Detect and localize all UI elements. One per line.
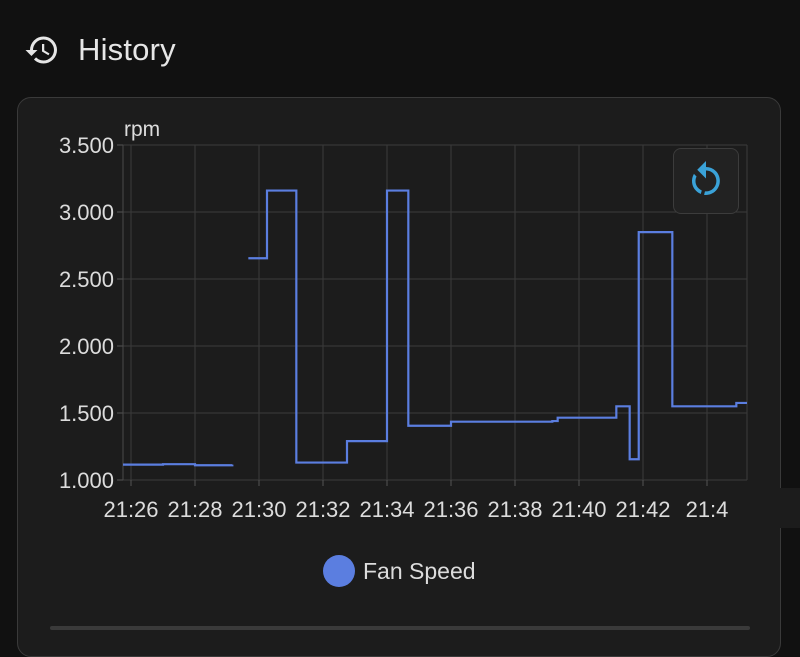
- legend-label: Fan Speed: [363, 557, 476, 584]
- series-line-fan-speed: [123, 463, 234, 467]
- x-tick-label: 21:30: [231, 497, 286, 522]
- x-tick-label: 21:26: [103, 497, 158, 522]
- x-tick-label: 21:32: [295, 497, 350, 522]
- y-tick-label: 2.500: [59, 267, 114, 292]
- x-tick-label: 21:36: [423, 497, 478, 522]
- history-icon: [24, 32, 60, 68]
- legend-swatch: [323, 555, 355, 587]
- y-tick-label: 1.000: [59, 468, 114, 493]
- x-tick-label: 21:4: [686, 497, 729, 522]
- x-tick-label: 21:38: [487, 497, 542, 522]
- reload-button[interactable]: [673, 148, 739, 214]
- card-header: History: [24, 26, 176, 74]
- y-tick-label: 1.500: [59, 401, 114, 426]
- history-chart: 1.000 1.500 2.000 2.500 3.000 3.500 21:26 21:28…: [59, 118, 800, 528]
- x-tick-label: 21:34: [359, 497, 414, 522]
- y-tick-label: 3.500: [59, 133, 114, 158]
- series-line-fan-speed: [248, 189, 747, 464]
- x-label-mask: [748, 488, 800, 528]
- y-axis-label: rpm: [124, 118, 160, 141]
- x-tick-label: 21:28: [167, 497, 222, 522]
- card-divider: [50, 626, 750, 630]
- x-tick-label: 21:42: [615, 497, 670, 522]
- page-title: History: [78, 32, 176, 67]
- x-tick-label: 21:40: [551, 497, 606, 522]
- y-tick-label: 2.000: [59, 334, 114, 359]
- legend-item-fan-speed[interactable]: Fan Speed: [323, 555, 476, 587]
- reload-icon: [685, 160, 727, 202]
- y-tick-label: 3.000: [59, 200, 114, 225]
